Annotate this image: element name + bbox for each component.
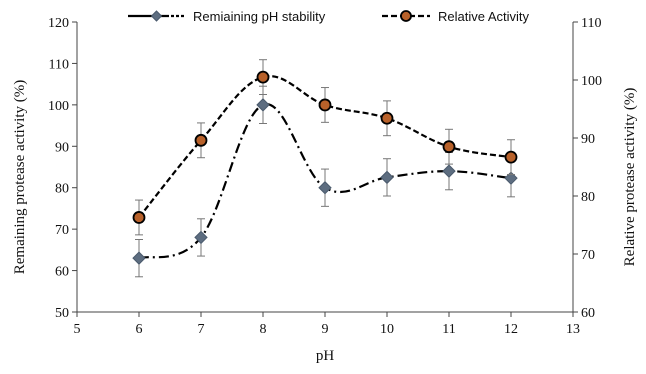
right-y-tick-label: 90: [581, 132, 595, 147]
legend-circle-marker: [400, 10, 412, 22]
left-y-axis-title: Remaining protease activity (%): [12, 80, 28, 275]
data-point-circle: [318, 98, 332, 112]
data-point-circle: [380, 111, 394, 125]
data-point-circle: [442, 140, 456, 154]
x-tick-label: 11: [442, 322, 455, 337]
series-2: [132, 59, 518, 236]
right-y-tick-label: 80: [581, 190, 595, 205]
x-tick-label: 8: [260, 322, 267, 337]
left-y-tick-label: 70: [55, 223, 69, 238]
right-y-tick-label: 70: [581, 248, 595, 263]
right-y-tick-label: 100: [581, 74, 602, 89]
left-y-tick-label: 120: [48, 16, 69, 31]
series-1: [132, 85, 518, 278]
data-point-circle: [132, 211, 146, 224]
left-y-tick-label: 110: [49, 57, 69, 72]
data-point-diamond: [442, 164, 456, 178]
left-y-tick-label: 90: [55, 140, 69, 155]
data-point-diamond: [194, 230, 208, 245]
right-y-axis-title: Relative protease activity (%): [622, 88, 638, 267]
legend-diamond-marker: [150, 10, 163, 22]
axes: 5 6 7 8 9 10 11 12 13 50 60 70 80 90 100 110 120 60 70 80 90…: [48, 16, 602, 337]
legend-item: Relative Activity: [382, 9, 530, 24]
x-tick-label: 7: [198, 322, 205, 337]
data-point-diamond: [132, 251, 146, 265]
data-point-circle: [194, 133, 208, 147]
x-tick-label: 10: [380, 322, 394, 337]
data-point-diamond: [318, 181, 332, 195]
x-tick-label: 6: [136, 322, 143, 337]
data-point-diamond: [504, 171, 518, 185]
left-y-tick-label: 100: [48, 99, 69, 114]
right-y-tick-label: 110: [581, 16, 601, 31]
x-tick-label: 13: [566, 322, 580, 337]
data-point-diamond: [256, 98, 270, 112]
left-y-tick-label: 80: [55, 182, 69, 197]
data-point-circle: [256, 70, 270, 84]
legend: Remiaining pH stability Relative Activity: [128, 9, 530, 24]
plot-marks: [132, 59, 518, 278]
left-y-tick-label: 50: [55, 306, 69, 321]
x-tick-label: 9: [322, 322, 329, 337]
right-y-tick-label: 60: [581, 306, 595, 321]
legend-item: Remiaining pH stability: [128, 9, 326, 24]
left-y-tick-label: 60: [55, 265, 69, 280]
x-tick-label: 5: [74, 322, 81, 337]
legend-label: Relative Activity: [438, 9, 530, 24]
x-axis-title: pH: [316, 348, 335, 364]
data-point-circle: [504, 150, 518, 164]
x-tick-label: 12: [504, 322, 518, 337]
legend-label: Remiaining pH stability: [193, 9, 326, 24]
data-point-diamond: [380, 170, 394, 185]
